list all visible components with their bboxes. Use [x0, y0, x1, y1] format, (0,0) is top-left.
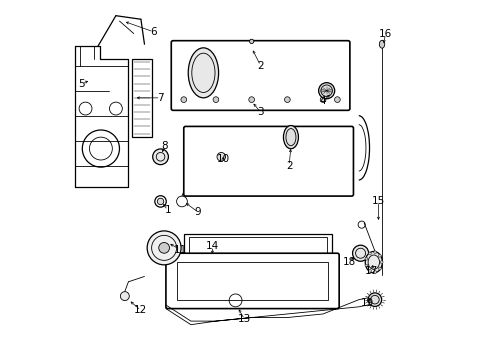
Circle shape	[380, 261, 382, 264]
Ellipse shape	[159, 243, 169, 253]
Text: 18: 18	[343, 257, 356, 267]
Circle shape	[364, 264, 367, 267]
Circle shape	[373, 271, 376, 274]
Circle shape	[152, 149, 168, 165]
Text: 5: 5	[79, 78, 85, 89]
FancyBboxPatch shape	[165, 253, 339, 309]
Ellipse shape	[283, 126, 298, 149]
Bar	[132, 59, 151, 137]
Ellipse shape	[188, 48, 218, 98]
Text: 10: 10	[216, 154, 229, 163]
Circle shape	[248, 97, 254, 103]
Circle shape	[181, 97, 186, 103]
Text: 9: 9	[194, 207, 201, 217]
Circle shape	[334, 97, 340, 103]
Circle shape	[320, 97, 325, 103]
Text: 1: 1	[164, 205, 171, 215]
Ellipse shape	[352, 245, 368, 261]
Bar	[183, 234, 331, 257]
Ellipse shape	[318, 83, 334, 99]
Text: 15: 15	[371, 197, 384, 206]
Circle shape	[378, 267, 381, 270]
FancyBboxPatch shape	[183, 126, 353, 196]
Circle shape	[373, 251, 376, 254]
Circle shape	[284, 97, 290, 103]
Circle shape	[378, 254, 381, 257]
Text: 3: 3	[257, 107, 264, 117]
Ellipse shape	[379, 40, 384, 48]
Text: 2: 2	[257, 61, 264, 71]
Text: 8: 8	[161, 141, 167, 151]
Circle shape	[367, 269, 370, 272]
Text: 6: 6	[150, 27, 156, 37]
Text: 13: 13	[237, 314, 251, 324]
Text: 11: 11	[173, 245, 186, 255]
Circle shape	[364, 257, 367, 260]
Text: 2: 2	[285, 161, 292, 171]
Text: 4: 4	[319, 96, 325, 107]
FancyBboxPatch shape	[171, 41, 349, 111]
Ellipse shape	[367, 293, 381, 306]
Ellipse shape	[365, 251, 382, 273]
Bar	[176, 262, 328, 300]
Text: 17: 17	[364, 266, 377, 276]
Circle shape	[367, 252, 370, 255]
Text: 14: 14	[205, 241, 219, 251]
Ellipse shape	[249, 39, 253, 44]
Text: 7: 7	[157, 93, 163, 103]
Ellipse shape	[157, 198, 163, 204]
Bar	[189, 237, 326, 253]
Text: 12: 12	[134, 305, 147, 315]
Ellipse shape	[120, 292, 129, 301]
Text: 16: 16	[378, 28, 391, 39]
Circle shape	[213, 97, 218, 103]
Text: 19: 19	[360, 298, 374, 308]
Ellipse shape	[147, 231, 181, 265]
Circle shape	[217, 153, 225, 161]
